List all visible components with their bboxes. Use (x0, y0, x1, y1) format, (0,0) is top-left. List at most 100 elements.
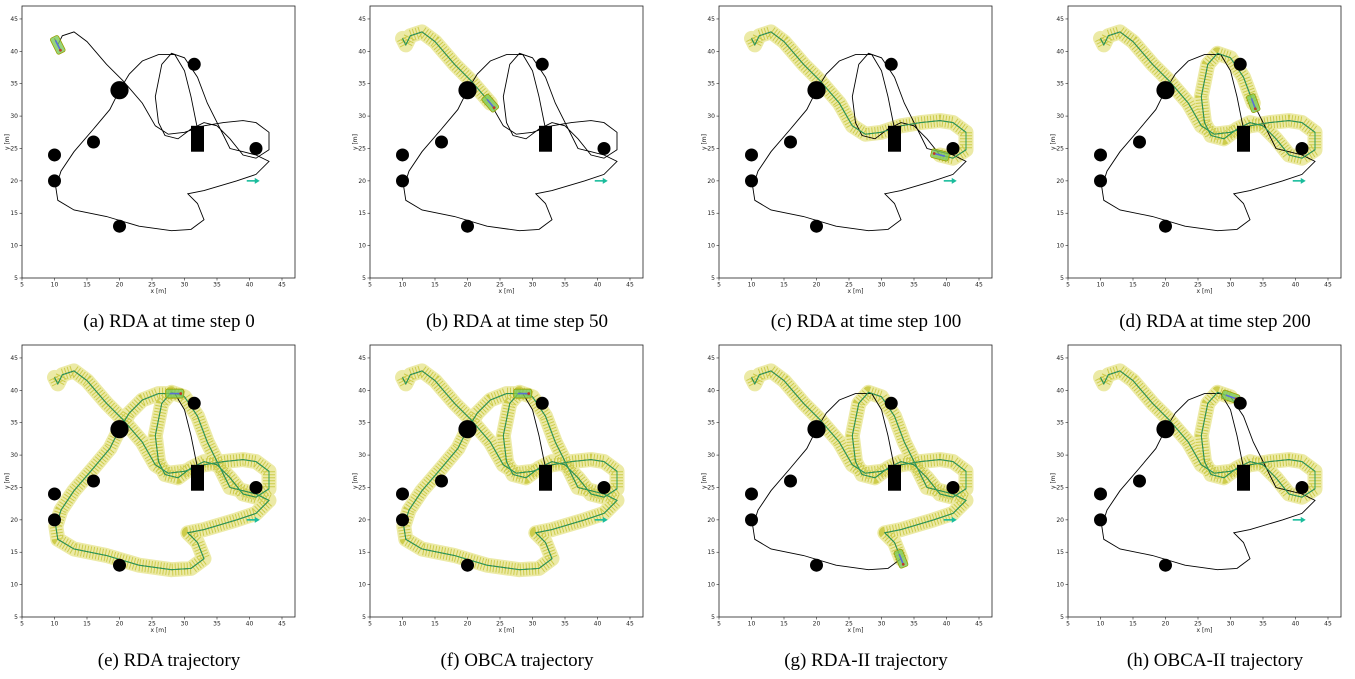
obstacle-circle (113, 219, 126, 233)
x-tick-label: 20 (464, 621, 472, 628)
y-tick-label: 20 (358, 517, 366, 524)
obstacle-circle (461, 219, 474, 233)
executed-trajectory (751, 31, 967, 159)
y-axis-label: y [m] (701, 473, 708, 489)
chart-svg: 5 10 15 20 25 30 35 40 45 5 10 15 20 25 30 35 40 45 x [m] y… (352, 344, 644, 634)
x-tick-label: 5 (1066, 282, 1070, 289)
obstacle-circle (87, 474, 100, 488)
obstacle-circle (597, 141, 611, 155)
y-tick-label: 35 (1056, 420, 1064, 427)
y-tick-label: 15 (358, 210, 366, 217)
plot-frame (21, 5, 296, 279)
y-axis-label: y [m] (4, 134, 11, 150)
x-tick-label: 35 (561, 621, 569, 628)
x-tick-label: 20 (464, 282, 472, 289)
y-tick-label: 20 (1056, 517, 1064, 524)
y-tick-label: 10 (10, 243, 18, 250)
y-tick-label: 15 (707, 210, 715, 217)
x-tick-label: 5 (20, 621, 24, 628)
robot-vehicle (930, 148, 950, 162)
x-tick-label: 45 (975, 621, 983, 628)
x-tick-label: 20 (1162, 621, 1170, 628)
subfigure-caption: (c) RDA at time step 100 (770, 311, 962, 332)
plot-frame (1067, 5, 1342, 279)
x-tick-label: 40 (246, 621, 254, 628)
x-tick-label: 45 (278, 282, 286, 289)
y-tick-label: 35 (707, 420, 715, 427)
goal-arrow-head (1300, 516, 1306, 523)
x-tick-label: 25 (1194, 621, 1202, 628)
obstacle-circle (1233, 396, 1247, 410)
x-tick-label: 45 (975, 282, 983, 289)
chart-svg: 5 10 15 20 25 30 35 40 45 5 10 15 20 25 30 35 40 45 x [m] y… (1050, 5, 1342, 295)
obstacle-circle (745, 174, 758, 188)
x-tick-label: 35 (1259, 282, 1267, 289)
robot-vehicle (49, 35, 66, 55)
obstacle-circle (48, 487, 61, 501)
y-tick-label: 10 (707, 582, 715, 589)
x-tick-label: 15 (780, 282, 788, 289)
x-tick-label: 15 (1129, 621, 1137, 628)
x-tick-label: 45 (278, 621, 286, 628)
executed-trajectory (402, 370, 618, 571)
y-tick-label: 30 (1056, 452, 1064, 459)
y-tick-label: 40 (10, 48, 18, 55)
y-tick-label: 40 (358, 48, 366, 55)
obstacle-circle (946, 141, 960, 155)
y-tick-label: 5 (362, 275, 366, 282)
robot-vehicle (893, 548, 909, 569)
robot-heading (54, 40, 62, 51)
x-tick-label: 15 (1129, 282, 1137, 289)
x-tick-label: 40 (1292, 282, 1300, 289)
y-tick-label: 40 (358, 387, 366, 394)
goal-arrow-head (951, 177, 957, 184)
robot-vehicle (1246, 93, 1261, 113)
x-tick-label: 20 (813, 621, 821, 628)
x-tick-label: 15 (780, 621, 788, 628)
x-tick-label: 10 (748, 621, 756, 628)
y-tick-label: 40 (707, 387, 715, 394)
x-tick-label: 45 (1324, 282, 1332, 289)
obstacle-circle (1156, 81, 1175, 100)
x-tick-label: 25 (496, 621, 504, 628)
y-tick-label: 30 (10, 113, 18, 120)
x-tick-label: 30 (878, 282, 886, 289)
plot-frame (718, 344, 993, 618)
x-tick-label: 10 (51, 621, 59, 628)
obstacle-circle (1156, 420, 1175, 439)
obstacle-circle (1159, 219, 1172, 233)
obstacle-circle (884, 396, 898, 410)
executed-trajectory (1100, 31, 1316, 159)
x-axis-label: x [m] (151, 288, 167, 295)
robot-heading (898, 553, 904, 565)
obstacle-circle (110, 420, 129, 439)
y-tick-label: 30 (358, 452, 366, 459)
obstacle-circle (48, 148, 61, 162)
y-tick-label: 30 (1056, 113, 1064, 120)
obstacle-rectangle (539, 125, 552, 152)
x-tick-label: 5 (368, 621, 372, 628)
robot-heading (486, 98, 495, 109)
y-tick-label: 35 (10, 81, 18, 88)
obstacle-circle (48, 174, 61, 188)
y-tick-label: 45 (358, 355, 366, 362)
y-tick-label: 10 (1056, 582, 1064, 589)
y-tick-label: 45 (1056, 16, 1064, 23)
obstacle-circle (745, 487, 758, 501)
obstacle-rectangle (888, 464, 901, 491)
x-tick-label: 10 (1097, 621, 1105, 628)
x-tick-label: 5 (717, 621, 721, 628)
x-tick-label: 15 (83, 282, 91, 289)
obstacle-circle (435, 135, 448, 149)
y-tick-label: 20 (707, 517, 715, 524)
x-tick-label: 10 (748, 282, 756, 289)
y-tick-label: 35 (358, 420, 366, 427)
y-tick-label: 5 (362, 614, 366, 621)
executed-trajectory (1100, 370, 1316, 498)
robot-vehicle (513, 388, 533, 399)
obstacle-rectangle (191, 125, 204, 152)
x-tick-label: 30 (529, 621, 537, 628)
y-tick-label: 25 (358, 484, 366, 491)
obstacle-circle (458, 420, 477, 439)
y-tick-label: 5 (711, 275, 715, 282)
